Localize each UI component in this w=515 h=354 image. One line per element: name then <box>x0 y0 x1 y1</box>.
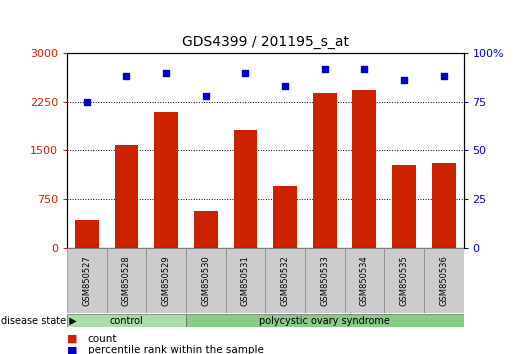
Bar <box>313 93 337 248</box>
Point <box>440 74 448 79</box>
Point <box>162 70 170 75</box>
Text: GSM850528: GSM850528 <box>122 255 131 306</box>
Point <box>360 66 369 72</box>
Bar <box>107 248 146 313</box>
Bar <box>233 130 258 248</box>
Bar <box>114 145 139 248</box>
Bar <box>392 165 416 248</box>
Bar <box>67 314 186 327</box>
Bar <box>194 211 218 248</box>
Text: GSM850531: GSM850531 <box>241 255 250 306</box>
Text: GSM850536: GSM850536 <box>439 255 448 306</box>
Text: GSM850529: GSM850529 <box>162 255 170 306</box>
Text: GSM850532: GSM850532 <box>281 255 289 306</box>
Text: GSM850534: GSM850534 <box>360 255 369 306</box>
Bar <box>384 248 424 313</box>
Bar <box>146 248 186 313</box>
Bar <box>424 248 464 313</box>
Text: count: count <box>88 334 117 344</box>
Text: GSM850533: GSM850533 <box>320 255 329 306</box>
Point <box>241 70 249 75</box>
Text: disease state ▶: disease state ▶ <box>1 316 76 326</box>
Bar <box>345 248 384 313</box>
Text: percentile rank within the sample: percentile rank within the sample <box>88 346 264 354</box>
Bar <box>154 112 178 248</box>
Point <box>320 66 329 72</box>
Bar <box>352 90 376 248</box>
Text: GSM850527: GSM850527 <box>82 255 91 306</box>
Point <box>202 93 210 99</box>
Bar <box>186 248 226 313</box>
Bar <box>67 248 107 313</box>
Text: ■: ■ <box>67 346 81 354</box>
Text: GSM850535: GSM850535 <box>400 255 408 306</box>
Text: polycystic ovary syndrome: polycystic ovary syndrome <box>259 316 390 326</box>
Point <box>82 99 91 105</box>
Point <box>123 74 131 79</box>
Bar <box>186 314 464 327</box>
Bar <box>432 163 456 248</box>
Bar <box>273 186 297 248</box>
Text: ■: ■ <box>67 334 81 344</box>
Text: control: control <box>110 316 143 326</box>
Point <box>400 78 408 83</box>
Text: GSM850530: GSM850530 <box>201 255 210 306</box>
Bar <box>226 248 265 313</box>
Bar <box>305 248 345 313</box>
Title: GDS4399 / 201195_s_at: GDS4399 / 201195_s_at <box>182 35 349 49</box>
Bar <box>75 220 99 248</box>
Point <box>281 83 289 89</box>
Bar <box>265 248 305 313</box>
